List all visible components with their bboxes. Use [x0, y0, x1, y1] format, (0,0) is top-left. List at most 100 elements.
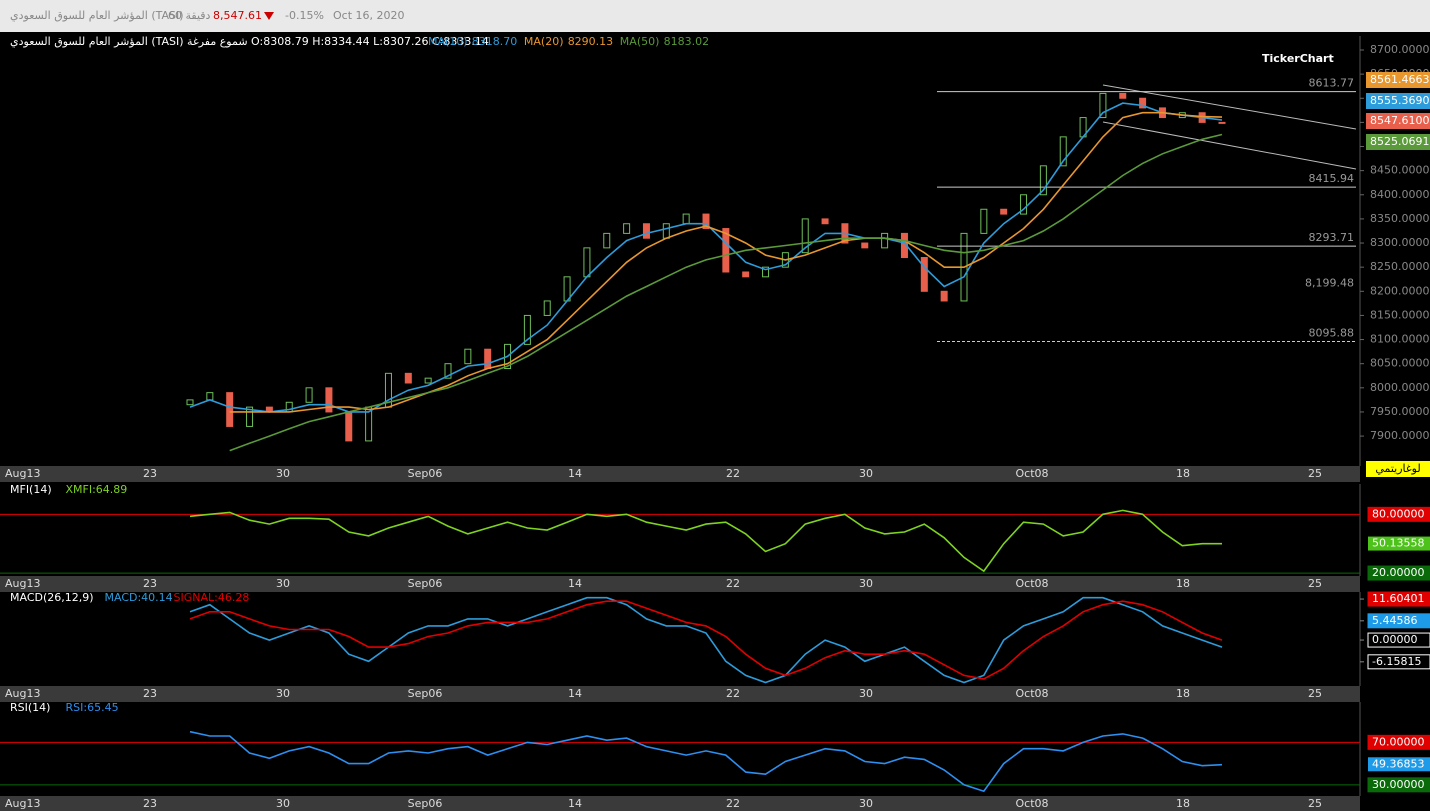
candle — [325, 387, 333, 413]
legend-name: RSI:65.45 — [66, 701, 119, 714]
candle — [861, 242, 869, 249]
indicator-line — [229, 111, 1223, 413]
panel-title: MACD(26,12,9) — [10, 591, 94, 604]
x-tick-label: Sep06 — [408, 797, 443, 810]
price-box — [1366, 93, 1430, 109]
x-tick-label: 18 — [1176, 797, 1190, 810]
down-arrow — [264, 12, 274, 20]
last-price: 8,547.61 — [213, 9, 262, 22]
price-box-label: 8525.06917 — [1370, 135, 1430, 148]
indicator-line — [189, 509, 1222, 573]
y-tick-label: 8350.00000 — [1370, 212, 1430, 225]
price-box — [1366, 113, 1430, 129]
interval[interactable]: 60 دقيقة — [168, 9, 211, 22]
legend-name: SIGNAL:46.28 — [174, 591, 250, 604]
candle — [980, 208, 988, 234]
x-tick-label: 14 — [568, 577, 582, 590]
y-tick-label: 8150.00000 — [1370, 308, 1430, 321]
y-tick-label: 8050.00000 — [1370, 357, 1430, 370]
y-tick-label: 8000.00000 — [1370, 381, 1430, 394]
legend-value: 8290.13 — [568, 35, 614, 48]
candle — [702, 213, 710, 230]
value-box-label: 49.36853 — [1372, 757, 1425, 770]
candle — [424, 377, 432, 384]
legend-name: MA(20) — [524, 35, 564, 48]
date-strip — [0, 576, 1360, 592]
price-box — [1366, 134, 1430, 150]
x-tick-label: 22 — [726, 797, 740, 810]
value-box — [1367, 565, 1430, 581]
x-tick-label: 25 — [1308, 797, 1322, 810]
x-tick-label: Aug13 — [5, 797, 40, 810]
value-box — [1367, 506, 1430, 522]
level-label: 8095.88 — [1309, 327, 1355, 340]
y-tick-label: 0.00000 — [1372, 633, 1418, 646]
candle — [523, 314, 531, 345]
candle — [186, 399, 194, 406]
x-tick-label: 30 — [276, 797, 290, 810]
value-box — [1367, 734, 1430, 750]
level-label: 8415.94 — [1309, 172, 1355, 185]
x-tick-label: 14 — [568, 467, 582, 480]
channel-line — [1102, 84, 1357, 130]
candle — [881, 232, 889, 249]
candle — [722, 228, 730, 273]
candle — [404, 372, 412, 384]
x-tick-label: 30 — [859, 577, 873, 590]
candle — [1039, 165, 1047, 196]
x-tick-label: Aug13 — [5, 577, 40, 590]
y-tick-label: 8200.00000 — [1370, 284, 1430, 297]
panel-title: MFI(14) — [10, 483, 52, 496]
y-tick-label: 30.00000 — [1372, 778, 1425, 791]
x-tick-label: 22 — [726, 467, 740, 480]
x-tick-label: Sep06 — [408, 467, 443, 480]
indicator-line — [189, 600, 1223, 680]
x-tick-label: Oct08 — [1015, 577, 1048, 590]
x-tick-label: 25 — [1308, 687, 1322, 700]
y-tick-label: 8400.00000 — [1370, 188, 1430, 201]
value-box — [1367, 591, 1430, 607]
candle — [821, 218, 829, 225]
candle — [583, 247, 591, 278]
y-tick-label: 20.00000 — [1372, 566, 1425, 579]
candle — [226, 392, 234, 427]
y-tick-label: -6.15815 — [1372, 655, 1421, 668]
x-tick-label: 18 — [1176, 467, 1190, 480]
x-tick-label: Sep06 — [408, 577, 443, 590]
date-strip — [0, 686, 1360, 702]
x-tick-label: Sep06 — [408, 687, 443, 700]
x-tick-label: 30 — [859, 687, 873, 700]
legend-name: MACD:40.14 — [105, 591, 173, 604]
x-tick-label: 30 — [859, 467, 873, 480]
x-tick-label: 30 — [859, 797, 873, 810]
candle — [762, 266, 770, 278]
x-tick-label: 30 — [276, 467, 290, 480]
candle — [682, 213, 690, 225]
candle — [246, 406, 254, 427]
level-label: 8293.71 — [1309, 231, 1355, 244]
scale-button-label[interactable]: لوغاريتمي — [1375, 462, 1420, 475]
level-label: 8,199.48 — [1305, 277, 1354, 290]
indicator-line — [189, 730, 1223, 793]
y-tick-label: 8450.00000 — [1370, 164, 1430, 177]
x-tick-label: 23 — [143, 577, 157, 590]
y-tick-label: 8250.00000 — [1370, 260, 1430, 273]
legend-value: 8183.02 — [664, 35, 710, 48]
candle — [1139, 97, 1147, 109]
scale-button[interactable] — [1366, 461, 1430, 477]
candle — [642, 223, 650, 239]
x-tick-label: 25 — [1308, 577, 1322, 590]
legend-name: MA(10) — [428, 35, 468, 48]
price-box-label: 8561.46639 — [1370, 73, 1430, 86]
x-tick-label: 23 — [143, 687, 157, 700]
candle — [1020, 194, 1028, 215]
channel-line — [1102, 121, 1357, 170]
value-box — [1367, 613, 1430, 629]
date-strip — [0, 796, 1360, 811]
value-box — [1368, 757, 1430, 772]
value-box-label: 50.13558 — [1372, 537, 1425, 550]
x-tick-label: 18 — [1176, 687, 1190, 700]
candle — [345, 411, 353, 442]
indicator-line — [189, 596, 1223, 684]
price-axis — [1360, 484, 1430, 576]
